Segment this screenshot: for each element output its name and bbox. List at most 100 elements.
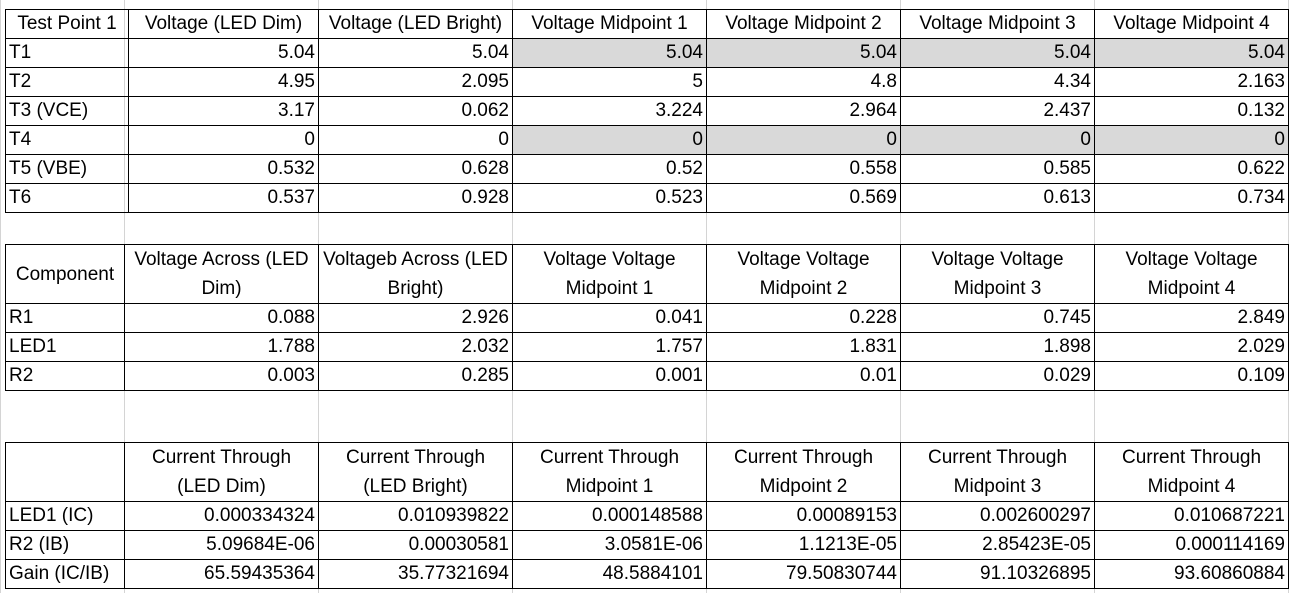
- cell[interactable]: 0.000334324: [124, 501, 319, 531]
- cell[interactable]: 3.17: [128, 96, 319, 126]
- cell[interactable]: 5.04: [128, 38, 319, 68]
- cell[interactable]: 5.04: [900, 38, 1095, 68]
- cell[interactable]: 0.228: [706, 303, 901, 333]
- row-label[interactable]: T3 (VCE): [5, 96, 129, 126]
- column-header[interactable]: Voltage Midpoint 4: [1094, 9, 1289, 39]
- cell[interactable]: 0.010939822: [318, 501, 513, 531]
- column-header[interactable]: Voltage Voltage Midpoint 2: [706, 244, 901, 304]
- cell[interactable]: 0.00030581: [318, 530, 513, 560]
- cell[interactable]: 0.010687221: [1094, 501, 1289, 531]
- cell[interactable]: 5.04: [1094, 38, 1289, 68]
- column-header[interactable]: Current Through (LED Dim): [124, 442, 319, 502]
- cell[interactable]: 0.132: [1094, 96, 1289, 126]
- cell[interactable]: 0.000148588: [512, 501, 707, 531]
- cell[interactable]: 0: [900, 125, 1095, 155]
- cell[interactable]: 2.095: [318, 67, 513, 97]
- cell[interactable]: 3.224: [512, 96, 707, 126]
- row-label[interactable]: LED1: [5, 332, 125, 362]
- cell[interactable]: 0.062: [318, 96, 513, 126]
- column-header[interactable]: Voltage (LED Dim): [128, 9, 319, 39]
- cell[interactable]: 93.60860884: [1094, 559, 1289, 589]
- cell[interactable]: 1.1213E-05: [706, 530, 901, 560]
- column-header[interactable]: Voltage Midpoint 1: [512, 9, 707, 39]
- cell[interactable]: 0.003: [124, 361, 319, 391]
- cell[interactable]: 0.569: [706, 183, 901, 213]
- cell[interactable]: 0: [706, 125, 901, 155]
- cell[interactable]: 0: [128, 125, 319, 155]
- row-label[interactable]: R2: [5, 361, 125, 391]
- column-header[interactable]: Voltage Voltage Midpoint 3: [900, 244, 1095, 304]
- cell[interactable]: 1.757: [512, 332, 707, 362]
- cell[interactable]: 5.04: [706, 38, 901, 68]
- cell[interactable]: 48.5884101: [512, 559, 707, 589]
- cell[interactable]: 0.928: [318, 183, 513, 213]
- row-label[interactable]: T5 (VBE): [5, 154, 129, 184]
- cell[interactable]: 4.8: [706, 67, 901, 97]
- column-header[interactable]: Current Through Midpoint 4: [1094, 442, 1289, 502]
- cell[interactable]: 0.109: [1094, 361, 1289, 391]
- cell[interactable]: 0.00089153: [706, 501, 901, 531]
- column-header[interactable]: Component: [5, 244, 125, 304]
- cell[interactable]: 0.613: [900, 183, 1095, 213]
- cell[interactable]: 0.029: [900, 361, 1095, 391]
- cell[interactable]: 0: [512, 125, 707, 155]
- column-header[interactable]: Current Through Midpoint 3: [900, 442, 1095, 502]
- cell[interactable]: 91.10326895: [900, 559, 1095, 589]
- cell[interactable]: 2.163: [1094, 67, 1289, 97]
- column-header[interactable]: Voltage (LED Bright): [318, 9, 513, 39]
- cell[interactable]: 0.585: [900, 154, 1095, 184]
- cell[interactable]: 0.088: [124, 303, 319, 333]
- cell[interactable]: 2.032: [318, 332, 513, 362]
- cell[interactable]: 2.85423E-05: [900, 530, 1095, 560]
- cell[interactable]: 2.964: [706, 96, 901, 126]
- cell[interactable]: 0.532: [128, 154, 319, 184]
- cell[interactable]: 3.0581E-06: [512, 530, 707, 560]
- cell[interactable]: 4.95: [128, 67, 319, 97]
- row-label[interactable]: LED1 (IC): [5, 501, 125, 531]
- cell[interactable]: 2.437: [900, 96, 1095, 126]
- cell[interactable]: 35.77321694: [318, 559, 513, 589]
- cell[interactable]: 5.04: [318, 38, 513, 68]
- cell[interactable]: 0.002600297: [900, 501, 1095, 531]
- cell[interactable]: 1.898: [900, 332, 1095, 362]
- column-header[interactable]: Current Through Midpoint 2: [706, 442, 901, 502]
- cell[interactable]: 4.34: [900, 67, 1095, 97]
- cell[interactable]: 0.622: [1094, 154, 1289, 184]
- cell[interactable]: 0: [318, 125, 513, 155]
- cell[interactable]: 0.558: [706, 154, 901, 184]
- column-header[interactable]: Voltage Midpoint 2: [706, 9, 901, 39]
- row-label[interactable]: Gain (IC/IB): [5, 559, 125, 589]
- cell[interactable]: 65.59435364: [124, 559, 319, 589]
- cell[interactable]: 0.734: [1094, 183, 1289, 213]
- column-header[interactable]: Voltage Across (LED Dim): [124, 244, 319, 304]
- cell[interactable]: 0.745: [900, 303, 1095, 333]
- cell[interactable]: 2.849: [1094, 303, 1289, 333]
- cell[interactable]: 0.285: [318, 361, 513, 391]
- column-header[interactable]: Voltage Voltage Midpoint 1: [512, 244, 707, 304]
- row-label[interactable]: R1: [5, 303, 125, 333]
- cell[interactable]: 2.926: [318, 303, 513, 333]
- column-header[interactable]: Voltageb Across (LED Bright): [318, 244, 513, 304]
- column-header[interactable]: [5, 442, 125, 502]
- row-label[interactable]: R2 (IB): [5, 530, 125, 560]
- row-label[interactable]: T1: [5, 38, 129, 68]
- cell[interactable]: 0.001: [512, 361, 707, 391]
- cell[interactable]: 5: [512, 67, 707, 97]
- cell[interactable]: 2.029: [1094, 332, 1289, 362]
- column-header[interactable]: Current Through (LED Bright): [318, 442, 513, 502]
- row-label[interactable]: T2: [5, 67, 129, 97]
- cell[interactable]: 1.788: [124, 332, 319, 362]
- column-header[interactable]: Test Point 1: [5, 9, 129, 39]
- row-label[interactable]: T6: [5, 183, 129, 213]
- cell[interactable]: 5.09684E-06: [124, 530, 319, 560]
- cell[interactable]: 79.50830744: [706, 559, 901, 589]
- cell[interactable]: 1.831: [706, 332, 901, 362]
- column-header[interactable]: Voltage Voltage Midpoint 4: [1094, 244, 1289, 304]
- cell[interactable]: 0.628: [318, 154, 513, 184]
- row-label[interactable]: T4: [5, 125, 129, 155]
- cell[interactable]: 0.01: [706, 361, 901, 391]
- cell[interactable]: 0: [1094, 125, 1289, 155]
- column-header[interactable]: Current Through Midpoint 1: [512, 442, 707, 502]
- cell[interactable]: 0.041: [512, 303, 707, 333]
- column-header[interactable]: Voltage Midpoint 3: [900, 9, 1095, 39]
